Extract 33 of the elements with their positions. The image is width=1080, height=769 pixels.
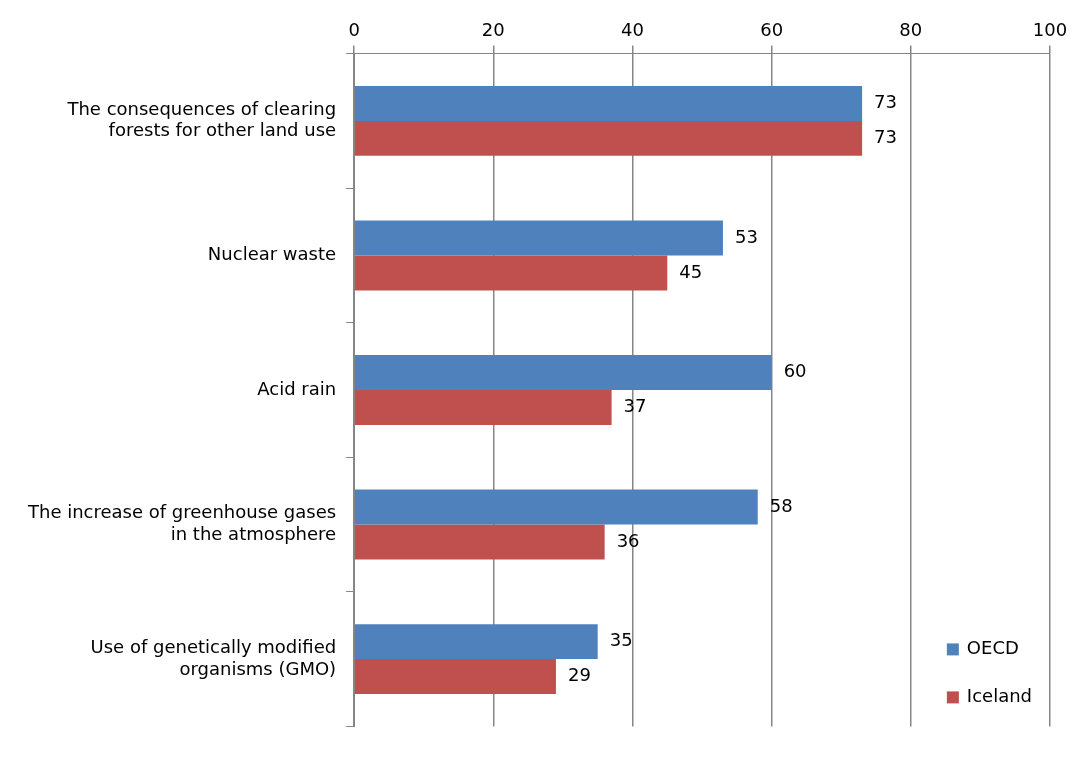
data-label: 36	[616, 529, 640, 551]
data-label: 35	[609, 629, 633, 651]
bar	[354, 220, 723, 256]
legend-label: Iceland	[966, 685, 1033, 707]
data-label: 37	[623, 395, 647, 417]
bar	[354, 624, 598, 660]
bar	[354, 120, 863, 156]
y-tick-label: The increase of greenhouse gases in the atmosphere	[27, 501, 337, 545]
bar	[354, 390, 612, 425]
data-label: 53	[734, 225, 758, 247]
bar	[354, 659, 556, 695]
data-label: 58	[769, 494, 793, 516]
data-label: 29	[567, 664, 591, 686]
bar	[354, 85, 863, 121]
x-tick-label: 0	[348, 19, 360, 41]
y-tick-label: Acid rain	[257, 377, 337, 399]
bar	[354, 255, 668, 291]
y-tick-label: The consequences of clearing forests for other land use	[66, 97, 337, 141]
x-tick-label: 60	[760, 19, 784, 41]
y-tick-label: Use of genetically modified organisms (GMO)	[90, 635, 337, 679]
y-tick-label: Nuclear waste	[207, 243, 337, 265]
bar	[354, 524, 605, 560]
x-tick-label: 20	[481, 19, 505, 41]
data-label: 73	[874, 126, 898, 148]
bar	[354, 489, 758, 525]
legend-label: OECD	[966, 637, 1019, 659]
x-tick-label: 40	[621, 19, 644, 41]
x-tick-label: 100	[1032, 19, 1068, 41]
data-label: 45	[679, 260, 703, 282]
bar	[354, 355, 772, 390]
x-tick-label: 80	[899, 19, 923, 41]
data-label: 73	[874, 91, 898, 113]
data-label: 60	[783, 360, 807, 382]
